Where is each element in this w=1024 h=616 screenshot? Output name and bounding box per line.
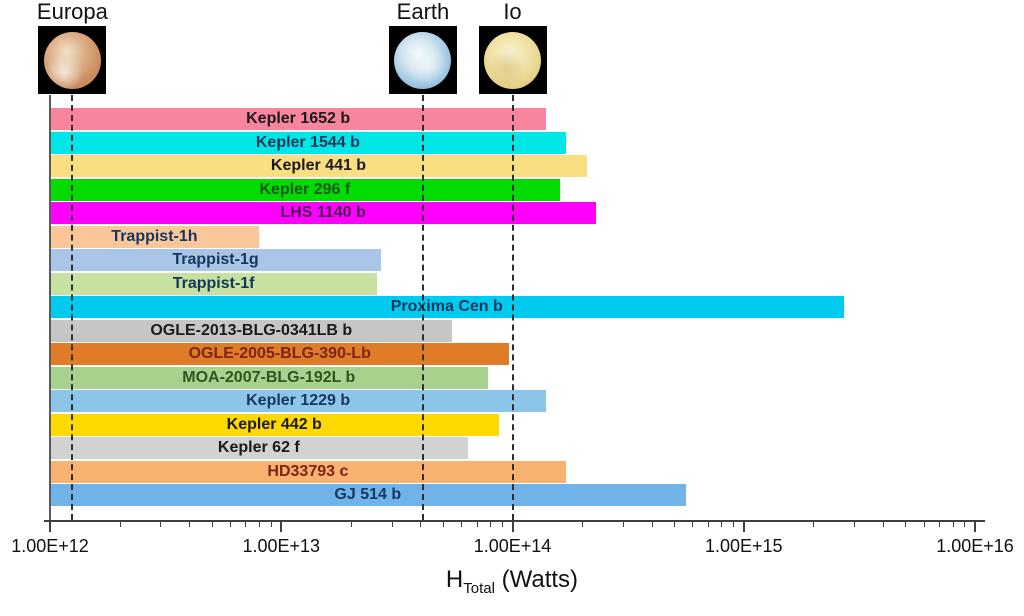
x-axis-tick-label: 1.00E+15 xyxy=(704,536,783,556)
x-axis-tick-minor xyxy=(119,520,121,527)
bar-ogle-2013-blg-0341lb-b: OGLE-2013-BLG-0341LB b xyxy=(50,319,453,342)
x-axis-tick-label: 1.00E+16 xyxy=(936,536,1014,556)
bar-lhs-1140-b: LHS 1140 b xyxy=(50,202,597,224)
bar-label-kepler-296-f: Kepler 296 f xyxy=(259,180,351,198)
bar-kepler-441-b: Kepler 441 b xyxy=(50,155,587,177)
bar-label-proxima-cen-b: Proxima Cen b xyxy=(390,298,503,315)
europa-image-box xyxy=(38,26,107,94)
x-axis-tick-minor xyxy=(651,520,653,527)
earth-planet-icon xyxy=(394,31,452,89)
x-axis-tick-major xyxy=(49,520,51,532)
bar-label-kepler-1544-b: Kepler 1544 b xyxy=(255,133,360,151)
bar-kepler-62-f: Kepler 62 f xyxy=(50,437,468,459)
x-axis-tick-minor xyxy=(692,520,694,527)
x-axis-title: HTotal (Watts) xyxy=(0,566,1024,597)
bar-kepler-1544-b: Kepler 1544 b xyxy=(50,131,566,154)
x-axis-tick-minor xyxy=(442,520,444,527)
bar-label-kepler-62-f: Kepler 62 f xyxy=(217,439,300,456)
bar-hd33793-c: HD33793 c xyxy=(50,460,566,483)
x-axis-tick-minor xyxy=(391,520,393,527)
x-axis-tick-minor xyxy=(952,520,954,527)
y-axis-line xyxy=(49,95,51,522)
x-axis-tick-minor xyxy=(211,520,213,527)
refline-io xyxy=(511,95,514,520)
x-axis-tick-major xyxy=(280,520,283,532)
bar-label-trappist-1g: Trappist-1g xyxy=(172,251,259,268)
x-axis-tick-minor xyxy=(905,520,907,527)
bar-trappist-1h: Trappist-1h xyxy=(50,225,259,248)
x-axis-tick-minor xyxy=(882,520,884,527)
bar-kepler-1652-b: Kepler 1652 b xyxy=(50,108,547,130)
x-axis-tick-major xyxy=(511,520,514,532)
x-axis-tick-minor xyxy=(501,520,503,527)
bar-label-kepler-1652-b: Kepler 1652 b xyxy=(246,110,351,127)
bar-kepler-1229-b: Kepler 1229 b xyxy=(50,390,547,412)
x-axis-tick-minor xyxy=(674,520,676,527)
x-axis-tick-minor xyxy=(707,520,709,527)
x-axis-tick-minor xyxy=(490,520,492,527)
bar-label-ogle-2013-blg-0341lb-b: OGLE-2013-BLG-0341LB b xyxy=(150,321,353,339)
bar-label-trappist-1h: Trappist-1h xyxy=(111,227,198,245)
x-axis-tick-label: 1.00E+14 xyxy=(473,536,552,556)
x-axis-title-main: H xyxy=(445,566,464,593)
x-axis-tick-minor xyxy=(350,520,352,527)
marker-label-io: Io xyxy=(503,0,522,24)
bar-trappist-1g: Trappist-1g xyxy=(50,249,381,271)
earth-image-box xyxy=(388,26,457,94)
x-axis-line xyxy=(44,520,985,522)
x-axis-tick-minor xyxy=(258,520,260,527)
bar-label-kepler-441-b: Kepler 441 b xyxy=(270,157,367,174)
x-axis-title-subscript: Total xyxy=(463,579,495,597)
bar-ogle-2005-blg-390-lb: OGLE-2005-BLG-390-Lb xyxy=(50,343,510,365)
x-axis-tick-minor xyxy=(270,520,272,527)
x-axis-tick-major xyxy=(742,520,745,532)
bar-proxima-cen-b: Proxima Cen b xyxy=(50,296,844,318)
x-axis-tick-minor xyxy=(854,520,856,527)
io-image-box xyxy=(478,26,547,94)
x-axis-tick-minor xyxy=(420,520,422,527)
x-axis-tick-minor xyxy=(622,520,624,527)
bar-label-ogle-2005-blg-390-lb: OGLE-2005-BLG-390-Lb xyxy=(188,345,371,362)
bar-label-moa-2007-blg-192l-b: MOA-2007-BLG-192L b xyxy=(182,368,356,386)
x-axis-tick-major xyxy=(974,520,976,532)
x-axis-tick-minor xyxy=(939,520,941,527)
x-axis-tick-minor xyxy=(461,520,463,527)
x-axis-tick-minor xyxy=(923,520,925,527)
refline-europa xyxy=(71,95,74,520)
bar-kepler-442-b: Kepler 442 b xyxy=(50,413,499,436)
x-axis-tick-label: 1.00E+13 xyxy=(242,536,321,556)
x-axis-tick-label: 1.00E+12 xyxy=(11,536,89,556)
europa-planet-icon xyxy=(43,31,101,89)
x-axis-tick-minor xyxy=(476,520,478,527)
bar-label-lhs-1140-b: LHS 1140 b xyxy=(280,204,366,221)
x-axis-tick-minor xyxy=(189,520,191,527)
marker-label-earth: Earth xyxy=(396,0,450,24)
io-planet-icon xyxy=(484,31,541,89)
x-axis-tick-minor xyxy=(160,520,162,527)
x-axis-tick-minor xyxy=(582,520,584,527)
bar-kepler-296-f: Kepler 296 f xyxy=(50,178,560,201)
bar-moa-2007-blg-192l-b: MOA-2007-BLG-192L b xyxy=(50,366,488,389)
x-axis-tick-minor xyxy=(245,520,247,527)
x-axis-tick-minor xyxy=(813,520,815,527)
x-axis-tick-minor xyxy=(721,520,723,527)
x-axis-tick-minor xyxy=(229,520,231,527)
bar-gj-514-b: GJ 514 b xyxy=(50,484,686,506)
bar-trappist-1f: Trappist-1f xyxy=(50,272,378,295)
x-axis-tick-minor xyxy=(733,520,735,527)
bar-label-kepler-1229-b: Kepler 1229 b xyxy=(246,392,351,409)
x-axis-title-unit: (Watts) xyxy=(494,566,579,593)
bar-label-kepler-442-b: Kepler 442 b xyxy=(226,415,322,433)
bar-label-gj-514-b: GJ 514 b xyxy=(334,486,402,503)
marker-label-europa: Europa xyxy=(36,0,108,24)
refline-earth xyxy=(421,95,424,520)
bar-label-trappist-1f: Trappist-1f xyxy=(172,274,255,292)
bar-label-hd33793-c: HD33793 c xyxy=(267,462,349,480)
x-axis-tick-minor xyxy=(964,520,966,527)
